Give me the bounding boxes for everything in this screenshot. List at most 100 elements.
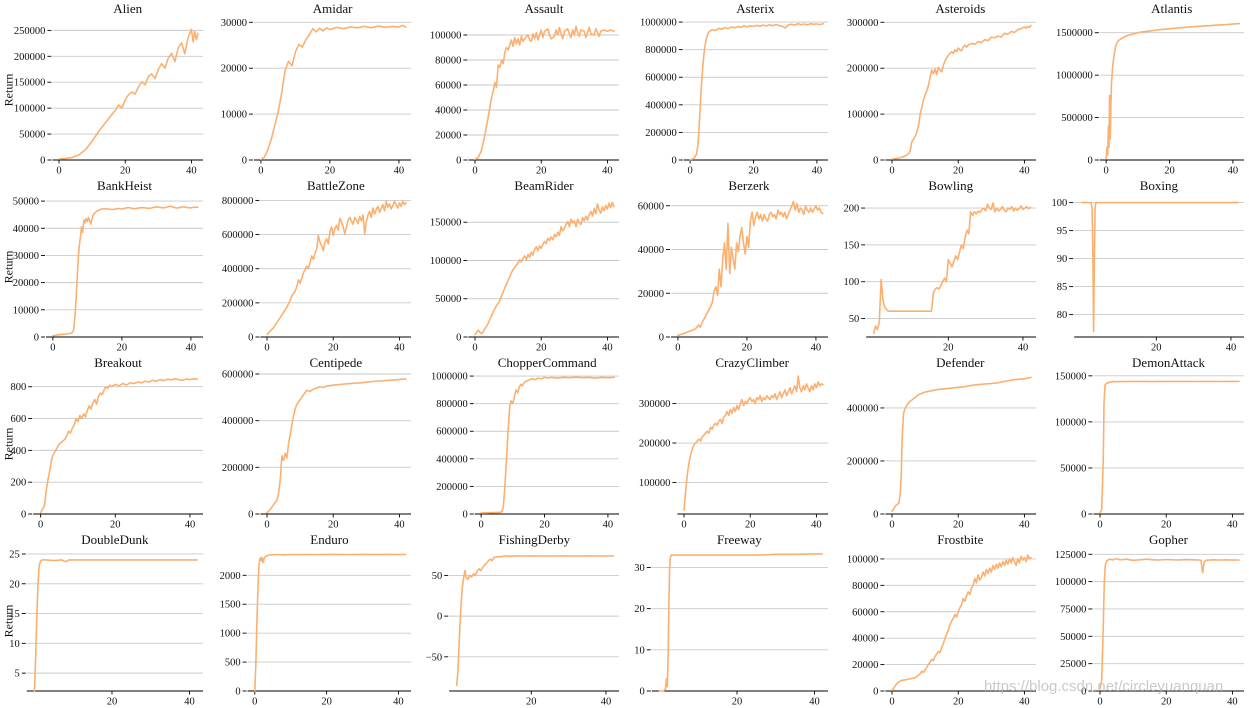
y-tick-label: 20000 <box>852 660 878 671</box>
x-tick-label: 40 <box>393 697 404 708</box>
subplot-defender: 0 200000 400000 0 20 40 Defender <box>833 354 1041 531</box>
x-tick-label: 0 <box>681 520 686 531</box>
y-tick-label: 150 <box>843 240 859 251</box>
y-axis-label: Return <box>1 250 16 284</box>
y-tick-label: 75000 <box>1060 604 1086 615</box>
subplot-title: Frostbite <box>937 532 984 547</box>
x-tick-label: 20 <box>1151 343 1162 354</box>
y-tick-label: 2000 <box>220 571 241 582</box>
line-series <box>266 200 407 336</box>
line-series <box>688 22 824 161</box>
x-tick-label: 20 <box>328 520 339 531</box>
subplot-amidar: 0 10000 20000 30000 0 20 40 Amidar <box>208 0 416 177</box>
y-tick-label: 200000 <box>222 298 254 309</box>
subplot-canvas: 0 200000 400000 600000 800000 1000000 0 20 40 <box>640 18 828 177</box>
y-tick-label: 50 <box>432 571 443 582</box>
subplot-title: Boxing <box>1139 178 1179 193</box>
x-tick-label: 40 <box>809 697 820 708</box>
y-tick-label: 300000 <box>638 399 670 410</box>
line-series <box>1099 557 1240 690</box>
subplot-title: Gopher <box>1149 532 1189 547</box>
x-tick-label: 20 <box>1164 166 1175 177</box>
subplot-title: BankHeist <box>97 178 152 193</box>
subplot-asterix: 0 200000 400000 600000 800000 1000000 0 20 40 Ast… <box>625 0 833 177</box>
y-axis-label: Return <box>1 73 16 107</box>
x-tick-label: 0 <box>1097 520 1102 531</box>
x-tick-label: 0 <box>889 520 894 531</box>
y-tick-label: 100000 <box>847 110 879 121</box>
y-tick-label: 800000 <box>222 196 254 207</box>
line-series <box>52 205 199 337</box>
x-tick-label: 20 <box>943 343 954 354</box>
y-tick-label: 150000 <box>430 218 462 229</box>
y-tick-label: 100000 <box>1055 417 1087 428</box>
y-tick-label: 200000 <box>847 64 879 75</box>
y-tick-label: 600 <box>10 414 26 425</box>
subplot-canvas: 50 100 150 200 20 40 <box>843 202 1036 354</box>
x-tick-label: 40 <box>186 166 197 177</box>
y-tick-label: 100000 <box>1055 577 1087 588</box>
subplot-canvas: 0 200000 400000 600000 800000 0 20 40 <box>222 196 412 354</box>
x-tick-label: 40 <box>394 520 405 531</box>
x-tick-label: 20 <box>748 166 759 177</box>
line-series <box>474 201 616 336</box>
x-tick-label: 40 <box>1019 166 1030 177</box>
y-tick-label: 800 <box>10 382 26 393</box>
line-series <box>658 553 823 692</box>
subplot-title: ChopperCommand <box>497 355 597 370</box>
subplot-doubledunk: 5 10 15 20 25 20 40 DoubleDunk Return <box>0 531 208 708</box>
y-tick-label: 200000 <box>645 128 677 139</box>
y-tick-label: 400000 <box>645 100 677 111</box>
subplot-canvas: 80 85 90 95 100 20 40 <box>1051 198 1244 354</box>
line-series <box>456 555 615 687</box>
x-tick-label: 0 <box>50 343 55 354</box>
y-tick-label: −50 <box>426 652 442 663</box>
y-tick-label: 10 <box>9 639 20 650</box>
y-tick-label: 0 <box>248 333 253 344</box>
y-tick-label: 400000 <box>222 264 254 275</box>
x-tick-label: 20 <box>120 166 131 177</box>
x-tick-label: 20 <box>1161 520 1172 531</box>
y-tick-label: 250000 <box>14 26 46 37</box>
x-tick-label: 40 <box>1227 697 1238 708</box>
line-series <box>260 24 407 161</box>
subplot-canvas: 0 100000 200000 300000 0 20 40 <box>847 18 1036 177</box>
y-tick-label: 800000 <box>437 399 469 410</box>
x-tick-label: 40 <box>601 697 612 708</box>
x-tick-label: 20 <box>953 697 964 708</box>
x-tick-label: 20 <box>741 343 752 354</box>
x-tick-label: 0 <box>252 697 257 708</box>
x-tick-label: 0 <box>1103 166 1108 177</box>
y-tick-label: 1000000 <box>640 18 677 29</box>
x-tick-label: 0 <box>675 343 680 354</box>
y-tick-label: 0 <box>873 510 878 521</box>
y-tick-label: 150000 <box>1055 371 1087 382</box>
subplot-canvas: 0 200000 400000 0 20 40 <box>847 376 1036 531</box>
subplot-title: Berzerk <box>728 178 770 193</box>
x-tick-label: 20 <box>953 520 964 531</box>
x-tick-label: 0 <box>56 166 61 177</box>
y-tick-label: 0 <box>658 333 663 344</box>
x-tick-label: 40 <box>810 343 821 354</box>
y-tick-label: 80000 <box>435 56 461 67</box>
subplot-alien: 0 50000 100000 150000 200000 250000 0 20 40 Alien… <box>0 0 208 177</box>
y-tick-label: 20000 <box>221 64 247 75</box>
subplot-canvas: 0 20000 40000 60000 0 20 40 <box>637 200 828 354</box>
y-tick-label: 1000000 <box>1056 71 1093 82</box>
x-tick-label: 20 <box>322 697 333 708</box>
line-series <box>676 200 824 337</box>
y-tick-label: 200 <box>843 204 859 215</box>
x-tick-label: 40 <box>184 697 195 708</box>
x-tick-label: 40 <box>811 520 822 531</box>
y-tick-label: 0 <box>40 156 45 167</box>
y-tick-label: 500000 <box>1061 113 1093 124</box>
x-tick-label: 20 <box>536 166 547 177</box>
y-tick-label: 40000 <box>435 106 461 117</box>
y-tick-label: 0 <box>873 687 878 698</box>
subplot-asteroids: 0 100000 200000 300000 0 20 40 Asteroids <box>833 0 1041 177</box>
y-axis-label: Return <box>1 604 16 638</box>
y-tick-label: 95 <box>1057 226 1068 237</box>
y-tick-label: 80000 <box>852 581 878 592</box>
x-tick-label: 40 <box>1227 166 1238 177</box>
y-tick-label: 400000 <box>437 454 469 465</box>
